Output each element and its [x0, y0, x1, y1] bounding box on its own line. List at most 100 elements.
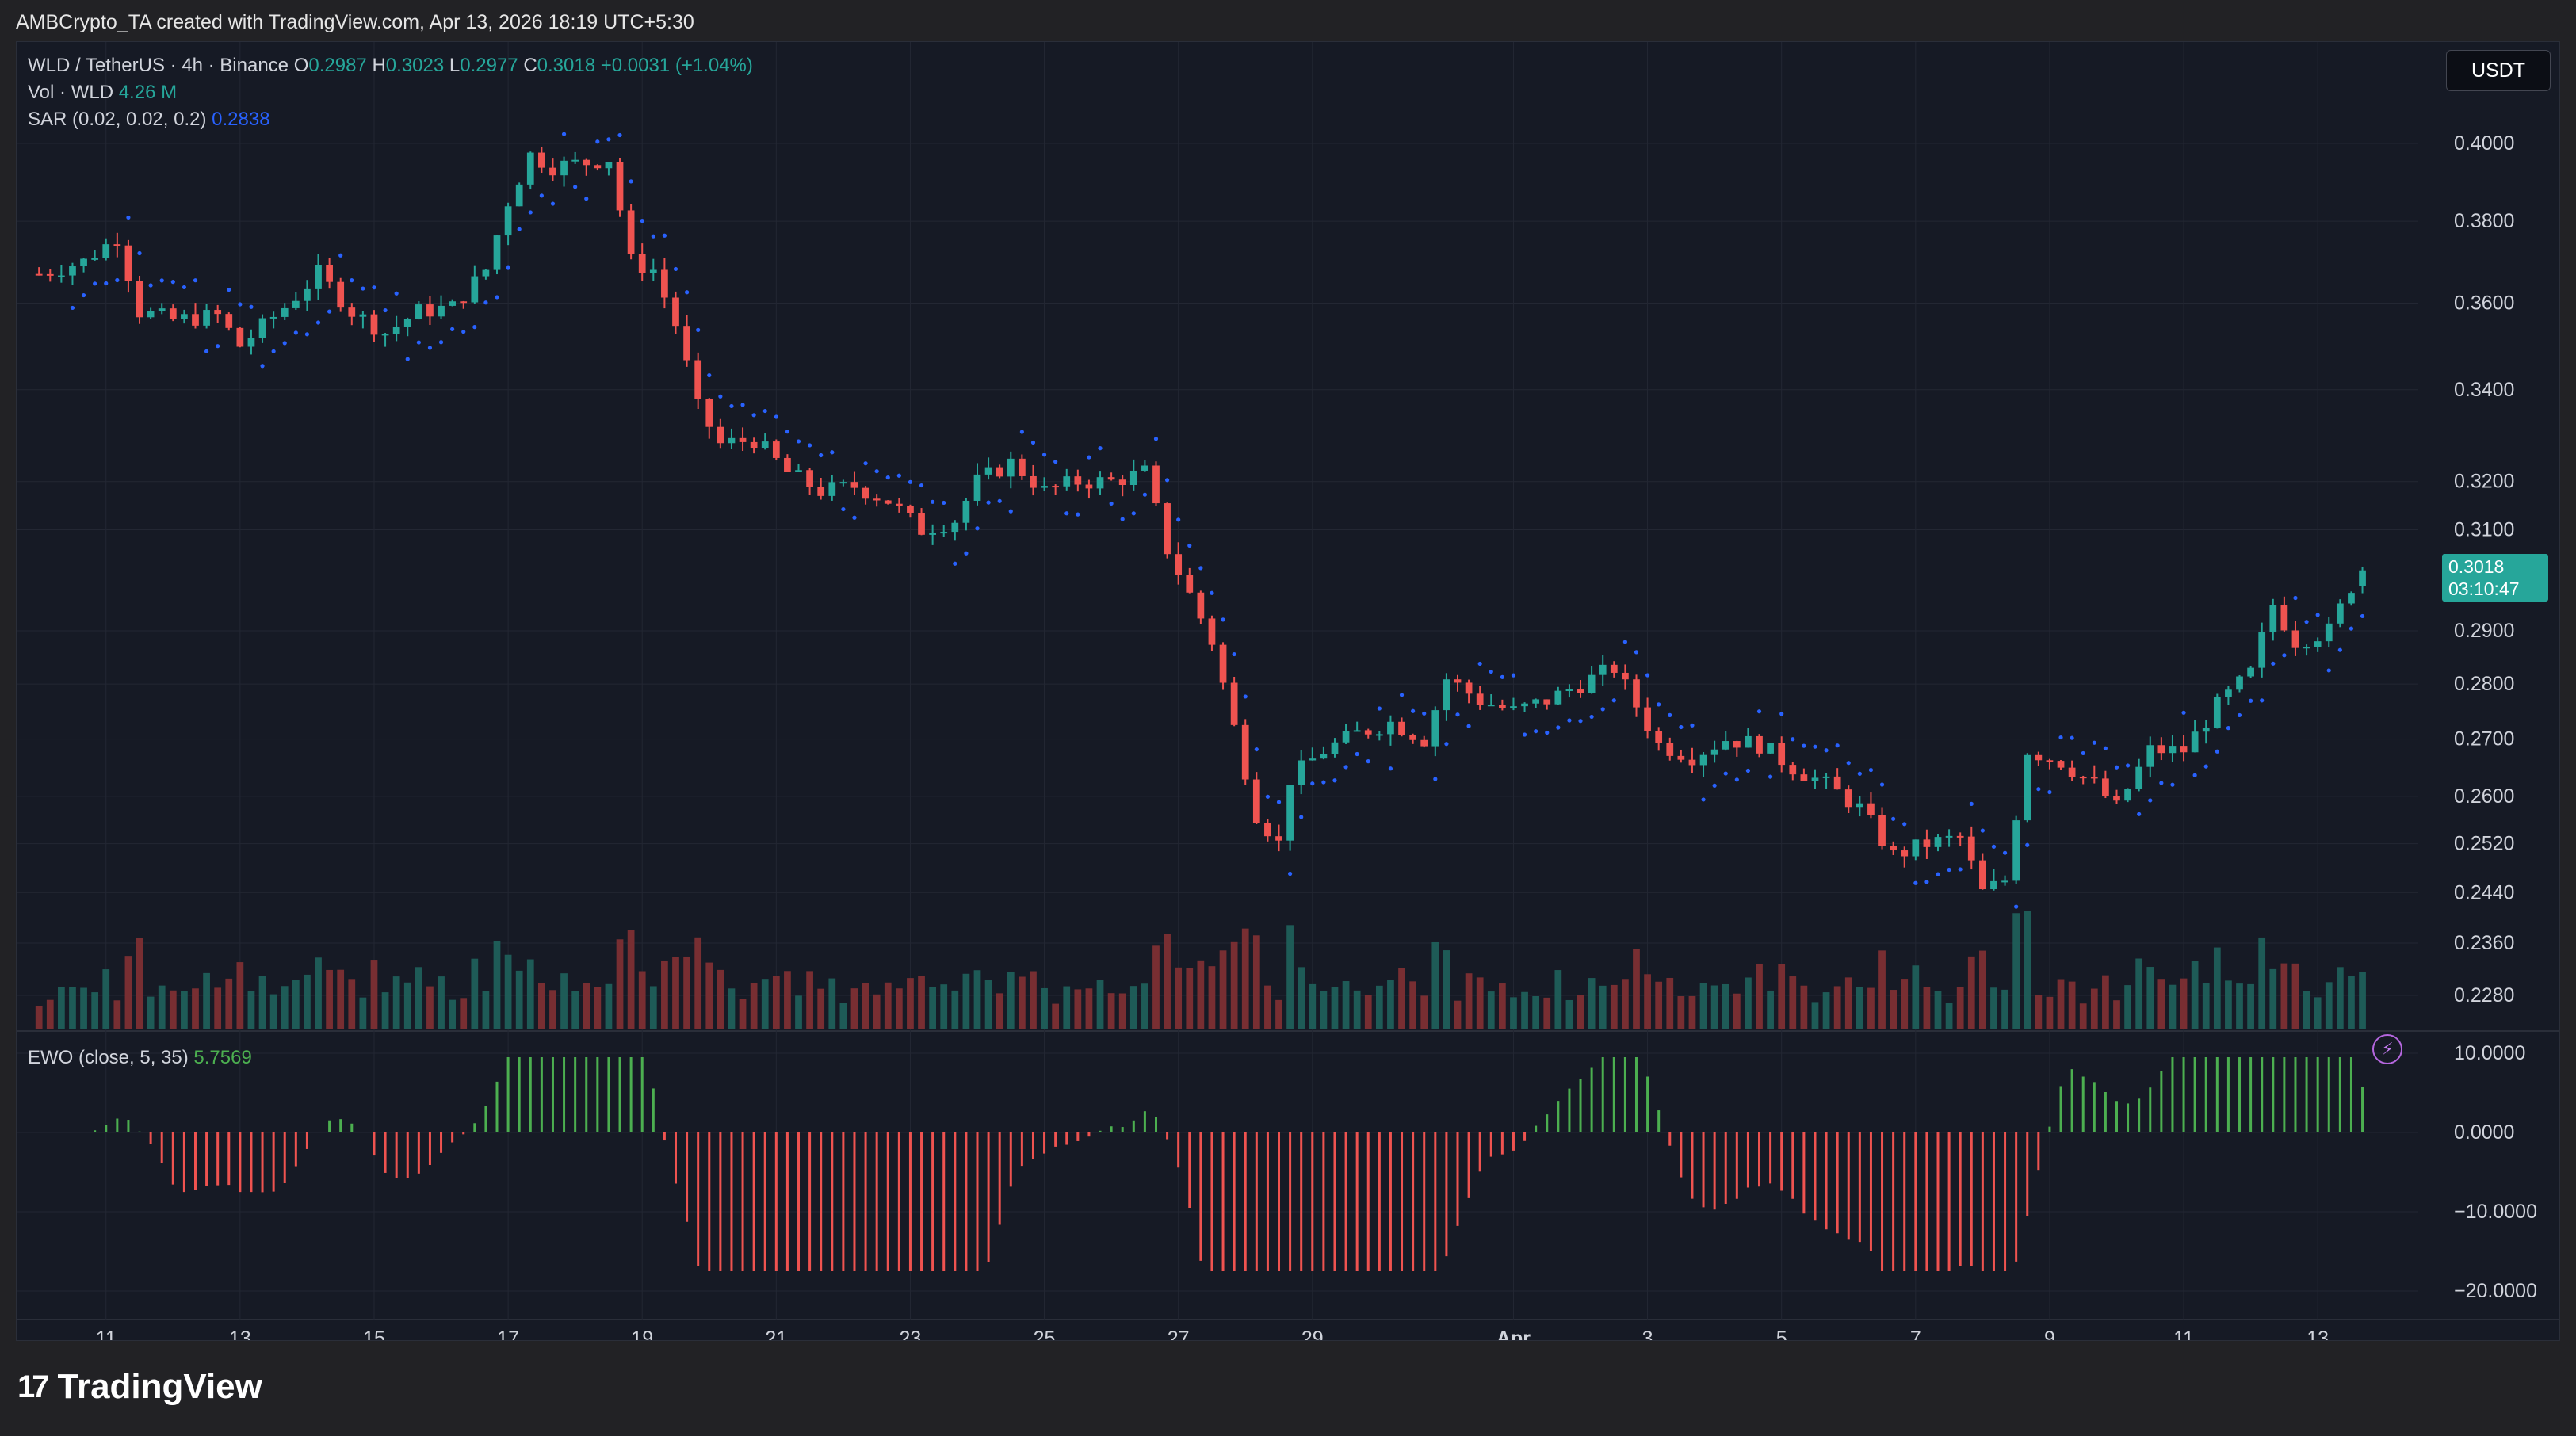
time-axis-label: 23: [900, 1327, 922, 1340]
lightning-icon[interactable]: ⚡: [2372, 1034, 2402, 1064]
sar-dot: [885, 475, 890, 480]
sar-dot: [361, 286, 365, 291]
candle-body: [1599, 664, 1607, 675]
sar-dot: [193, 278, 198, 283]
candle-body: [1074, 476, 1082, 485]
volume-bar: [1186, 968, 1194, 1029]
candle-body: [80, 258, 87, 267]
candle-body: [1443, 679, 1450, 711]
sar-dot: [2148, 798, 2153, 803]
volume-bar: [1878, 950, 1886, 1029]
candle-body: [2024, 754, 2031, 821]
volume-bar: [1107, 993, 1115, 1029]
sar-dot: [573, 185, 578, 189]
price-axis-label: 0.2280: [2454, 984, 2514, 1006]
legend-symbol: WLD / TetherUS · 4h · Binance: [28, 55, 289, 76]
candle-body: [895, 503, 903, 506]
sar-dot: [293, 330, 298, 335]
sar-dot: [372, 285, 376, 290]
candle-body: [1052, 486, 1060, 488]
volume-bar: [1622, 979, 1629, 1029]
sar-dot: [1254, 747, 1259, 752]
bar-countdown: 03:10:47: [2448, 579, 2520, 599]
candle-body: [515, 184, 523, 207]
sar-dot: [1600, 707, 1605, 712]
sar-dot: [975, 526, 980, 531]
candle-body: [1588, 674, 1596, 693]
chart-frame[interactable]: 0.4000 0.3800 0.3600 0.3400 0.3200 0.3100 0.29…: [16, 41, 2560, 1341]
volume-bar: [1443, 950, 1450, 1029]
sar-dot: [126, 215, 131, 220]
candle-body: [2303, 647, 2310, 649]
legend-ewo: EWO (close, 5, 35) 5.7569: [28, 1047, 252, 1069]
candle-body: [1655, 731, 1663, 743]
volume-bar: [795, 995, 802, 1029]
volume-bar: [493, 941, 501, 1029]
candle-body: [113, 244, 121, 246]
candle-body: [1644, 707, 1651, 731]
sar-dot: [696, 327, 701, 332]
volume-bar: [2113, 1000, 2120, 1029]
volume-bar: [705, 962, 713, 1029]
volume-bar: [649, 986, 657, 1029]
currency-button[interactable]: USDT: [2446, 50, 2551, 91]
candle-body: [649, 269, 657, 273]
volume-bar: [1833, 986, 1841, 1029]
candle-body: [1577, 689, 1584, 693]
tradingview-logo[interactable]: 17 TradingView: [17, 1367, 262, 1407]
sar-dot: [1489, 669, 1493, 674]
sar-dot: [483, 300, 488, 305]
sar-dot: [1232, 651, 1236, 657]
volume-bar: [292, 980, 300, 1029]
volume-bar: [348, 979, 356, 1029]
candle-body: [1923, 839, 1931, 847]
sar-dot: [561, 132, 567, 136]
sar-dot: [874, 469, 879, 474]
candle-body: [1275, 836, 1282, 841]
candle-body: [35, 273, 43, 276]
sar-dot: [1187, 543, 1192, 548]
candle-body: [2090, 777, 2098, 779]
sar-dot: [1243, 694, 1248, 699]
sar-dot: [1802, 743, 1806, 748]
candle-body: [1476, 693, 1484, 705]
sar-dot: [2014, 904, 2019, 909]
candle-body: [2180, 746, 2188, 753]
sar-dot: [1142, 492, 1147, 497]
volume-bar: [2359, 972, 2366, 1029]
candle-body: [1309, 758, 1317, 761]
candle-body: [2202, 728, 2210, 732]
volume-bar: [281, 986, 289, 1029]
volume-bar: [638, 971, 646, 1029]
price-axis-label: 0.4000: [2454, 132, 2514, 155]
candle-body: [2146, 745, 2154, 767]
volume-bar: [1141, 983, 1148, 1029]
volume-bar: [1398, 968, 1405, 1029]
volume-bar: [1856, 987, 1863, 1029]
volume-bar: [761, 979, 769, 1029]
sar-dot: [1924, 880, 1929, 884]
candle-body: [962, 500, 970, 523]
time-axis-label: 9: [2044, 1327, 2055, 1340]
candle-body: [381, 334, 389, 336]
sar-dot: [1332, 778, 1337, 783]
sar-dot: [841, 506, 846, 512]
candle-body: [951, 522, 959, 533]
price-axis-label: 0.2360: [2454, 932, 2514, 954]
candle-body: [907, 506, 914, 513]
sar-dot: [1578, 719, 1583, 724]
sar-dot: [2192, 773, 2197, 777]
volume-bar: [2236, 983, 2243, 1029]
candle-body: [1677, 755, 1685, 760]
volume-bar: [1990, 987, 1997, 1029]
volume-bar: [962, 973, 970, 1029]
volume-bar: [315, 957, 322, 1029]
candle-body: [2057, 761, 2065, 768]
candle-body: [984, 467, 992, 475]
price-axis-label: 0.3400: [2454, 379, 2514, 401]
price-chart-svg[interactable]: 0.4000 0.3800 0.3600 0.3400 0.3200 0.3100 0.29…: [17, 42, 2559, 1340]
volume-bar: [1342, 981, 1350, 1029]
sar-dot: [227, 287, 231, 292]
volume-bar: [91, 992, 99, 1029]
candle-body: [1956, 835, 1964, 838]
